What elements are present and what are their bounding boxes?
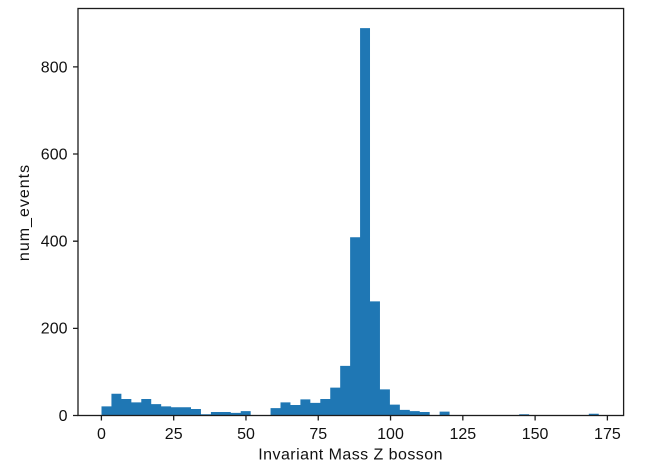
- svg-text:50: 50: [237, 426, 255, 443]
- svg-text:75: 75: [309, 426, 327, 443]
- svg-text:600: 600: [41, 146, 68, 163]
- svg-text:150: 150: [522, 426, 549, 443]
- svg-text:Invariant Mass Z bosson: Invariant Mass Z bosson: [258, 447, 443, 464]
- svg-text:25: 25: [165, 426, 183, 443]
- svg-text:125: 125: [449, 426, 476, 443]
- svg-text:0: 0: [97, 426, 106, 443]
- svg-text:175: 175: [594, 426, 621, 443]
- svg-text:num_events: num_events: [16, 164, 33, 261]
- svg-text:0: 0: [59, 408, 68, 425]
- svg-text:100: 100: [377, 426, 404, 443]
- svg-text:200: 200: [41, 321, 68, 338]
- svg-text:400: 400: [41, 234, 68, 251]
- svg-text:800: 800: [41, 59, 68, 76]
